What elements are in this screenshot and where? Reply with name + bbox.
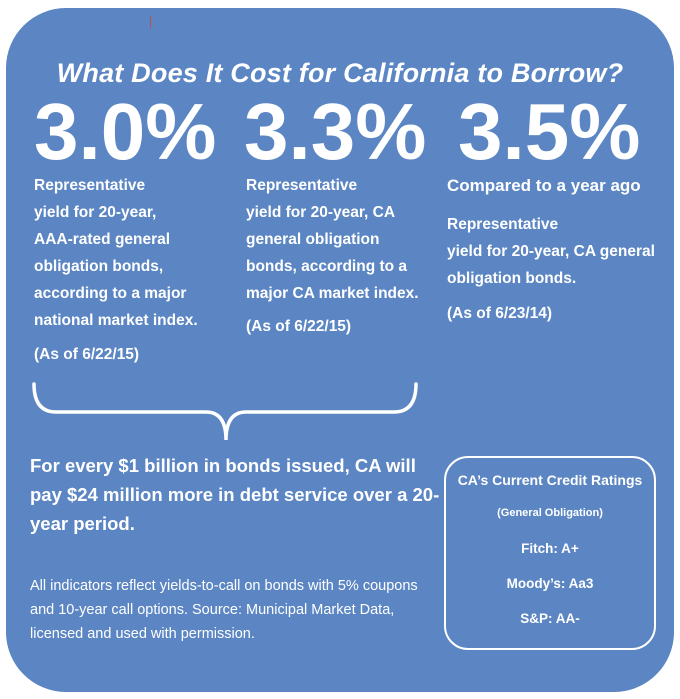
stat-line: yield for 20-year, [34, 204, 157, 221]
ratings-heading: CA’s Current Credit Ratings [457, 472, 643, 488]
rating-fitch: Fitch: A+ [521, 541, 579, 556]
stat-date-aaa: (As of 6/22/15) [34, 346, 140, 363]
stat-line: major CA market index. [246, 285, 419, 302]
stat-line: obligation bonds. [447, 270, 577, 287]
stat-description-year-ago: Representative yield for 20-year, CA gen… [447, 211, 667, 292]
stat-heading-year-ago: Compared to a year ago [447, 176, 641, 195]
infographic-panel [6, 8, 674, 692]
stat-date-ca: (As of 6/22/15) [246, 318, 352, 335]
source-note: All indicators reflect yields-to-call on… [30, 578, 418, 642]
stat-line: yield for 20-year, CA [246, 204, 396, 221]
infographic-title: What Does It Cost for California to Borr… [56, 58, 624, 88]
stat-line: yield for 20-year, CA general [447, 243, 655, 260]
red-tick-mark [150, 16, 151, 28]
stat-value-year-ago: 3.5% [458, 87, 641, 176]
stat-date-year-ago: (As of 6/23/14) [447, 305, 553, 322]
stat-line: bonds, according to a [246, 258, 408, 275]
stat-description-aaa: Representative yield for 20-year, AAA-ra… [34, 172, 234, 334]
stat-line: according to a major [34, 285, 187, 302]
stat-value-ca: 3.3% [244, 87, 427, 176]
stat-line: Representative [447, 216, 559, 233]
rating-sp: S&P: AA- [520, 611, 580, 626]
stat-line: obligation bonds, [34, 258, 164, 275]
rating-moodys: Moody’s: Aa3 [506, 576, 594, 591]
ratings-subheading: (General Obligation) [497, 507, 603, 519]
stat-line: Representative [246, 177, 358, 194]
curly-brace-icon [32, 382, 418, 441]
stat-line: Representative [34, 177, 146, 194]
debt-service-impact: For every $1 billion in bonds issued, CA… [30, 455, 440, 534]
stat-line: general obligation [246, 231, 380, 248]
stat-line: national market index. [34, 312, 198, 329]
credit-ratings-box: CA’s Current Credit Ratings (General Obl… [444, 456, 656, 650]
stat-description-ca: Representative yield for 20-year, CA gen… [246, 172, 446, 307]
stat-value-aaa: 3.0% [34, 87, 217, 176]
stat-line: AAA-rated general [34, 231, 171, 248]
